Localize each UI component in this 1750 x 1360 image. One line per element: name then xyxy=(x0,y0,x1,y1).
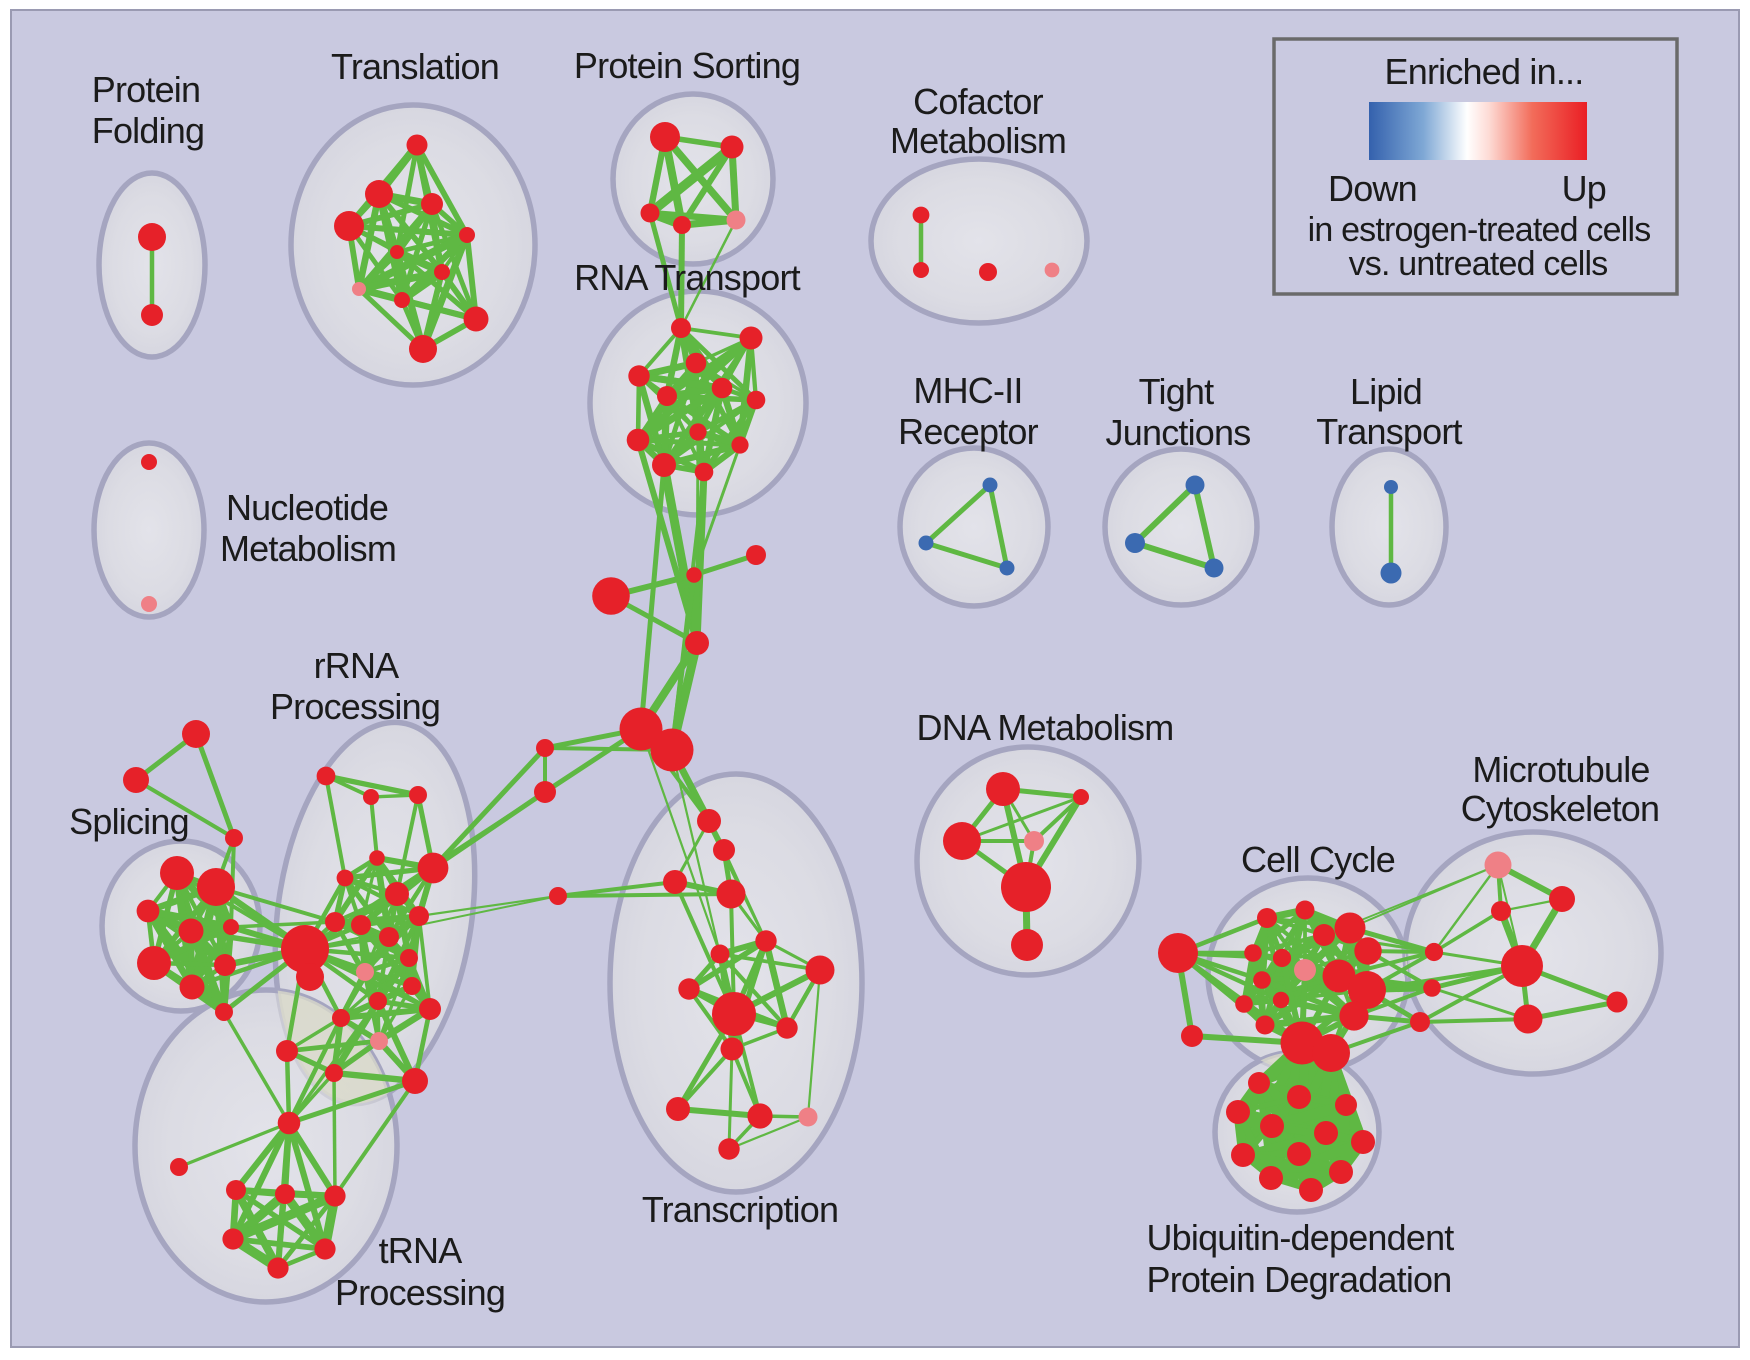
svg-text:Up: Up xyxy=(1562,168,1606,209)
svg-text:Processing: Processing xyxy=(335,1272,505,1313)
svg-text:Protein Degradation: Protein Degradation xyxy=(1146,1259,1451,1300)
svg-text:in estrogen-treated cells: in estrogen-treated cells xyxy=(1308,211,1651,249)
svg-text:Splicing: Splicing xyxy=(69,801,189,842)
svg-text:Metabolism: Metabolism xyxy=(890,120,1066,161)
svg-text:Microtubule: Microtubule xyxy=(1472,749,1649,790)
svg-text:Translation: Translation xyxy=(331,46,499,87)
svg-text:Metabolism: Metabolism xyxy=(220,528,396,569)
svg-text:Enriched in...: Enriched in... xyxy=(1385,51,1584,92)
svg-text:Processing: Processing xyxy=(270,686,440,727)
svg-text:Receptor: Receptor xyxy=(898,411,1038,452)
svg-text:vs. untreated cells: vs. untreated cells xyxy=(1349,245,1608,283)
svg-text:Folding: Folding xyxy=(92,110,204,151)
svg-text:Protein: Protein xyxy=(92,69,200,110)
svg-text:Down: Down xyxy=(1328,168,1417,209)
svg-text:Ubiquitin-dependent: Ubiquitin-dependent xyxy=(1146,1217,1454,1258)
svg-text:Lipid: Lipid xyxy=(1350,371,1422,412)
svg-text:rRNA: rRNA xyxy=(314,645,400,686)
svg-text:Cofactor: Cofactor xyxy=(913,81,1043,122)
svg-text:Junctions: Junctions xyxy=(1106,412,1251,453)
svg-text:DNA Metabolism: DNA Metabolism xyxy=(917,707,1174,748)
svg-text:Transport: Transport xyxy=(1316,411,1462,452)
svg-text:Cytoskeleton: Cytoskeleton xyxy=(1461,788,1660,829)
svg-text:Protein Sorting: Protein Sorting xyxy=(574,45,800,86)
svg-text:Cell Cycle: Cell Cycle xyxy=(1241,839,1395,880)
svg-text:Tight: Tight xyxy=(1139,371,1214,412)
svg-text:Transcription: Transcription xyxy=(642,1189,838,1230)
svg-text:tRNA: tRNA xyxy=(379,1230,463,1271)
svg-text:MHC-II: MHC-II xyxy=(913,370,1022,411)
svg-text:RNA Transport: RNA Transport xyxy=(574,257,800,298)
svg-text:Nucleotide: Nucleotide xyxy=(226,487,388,528)
